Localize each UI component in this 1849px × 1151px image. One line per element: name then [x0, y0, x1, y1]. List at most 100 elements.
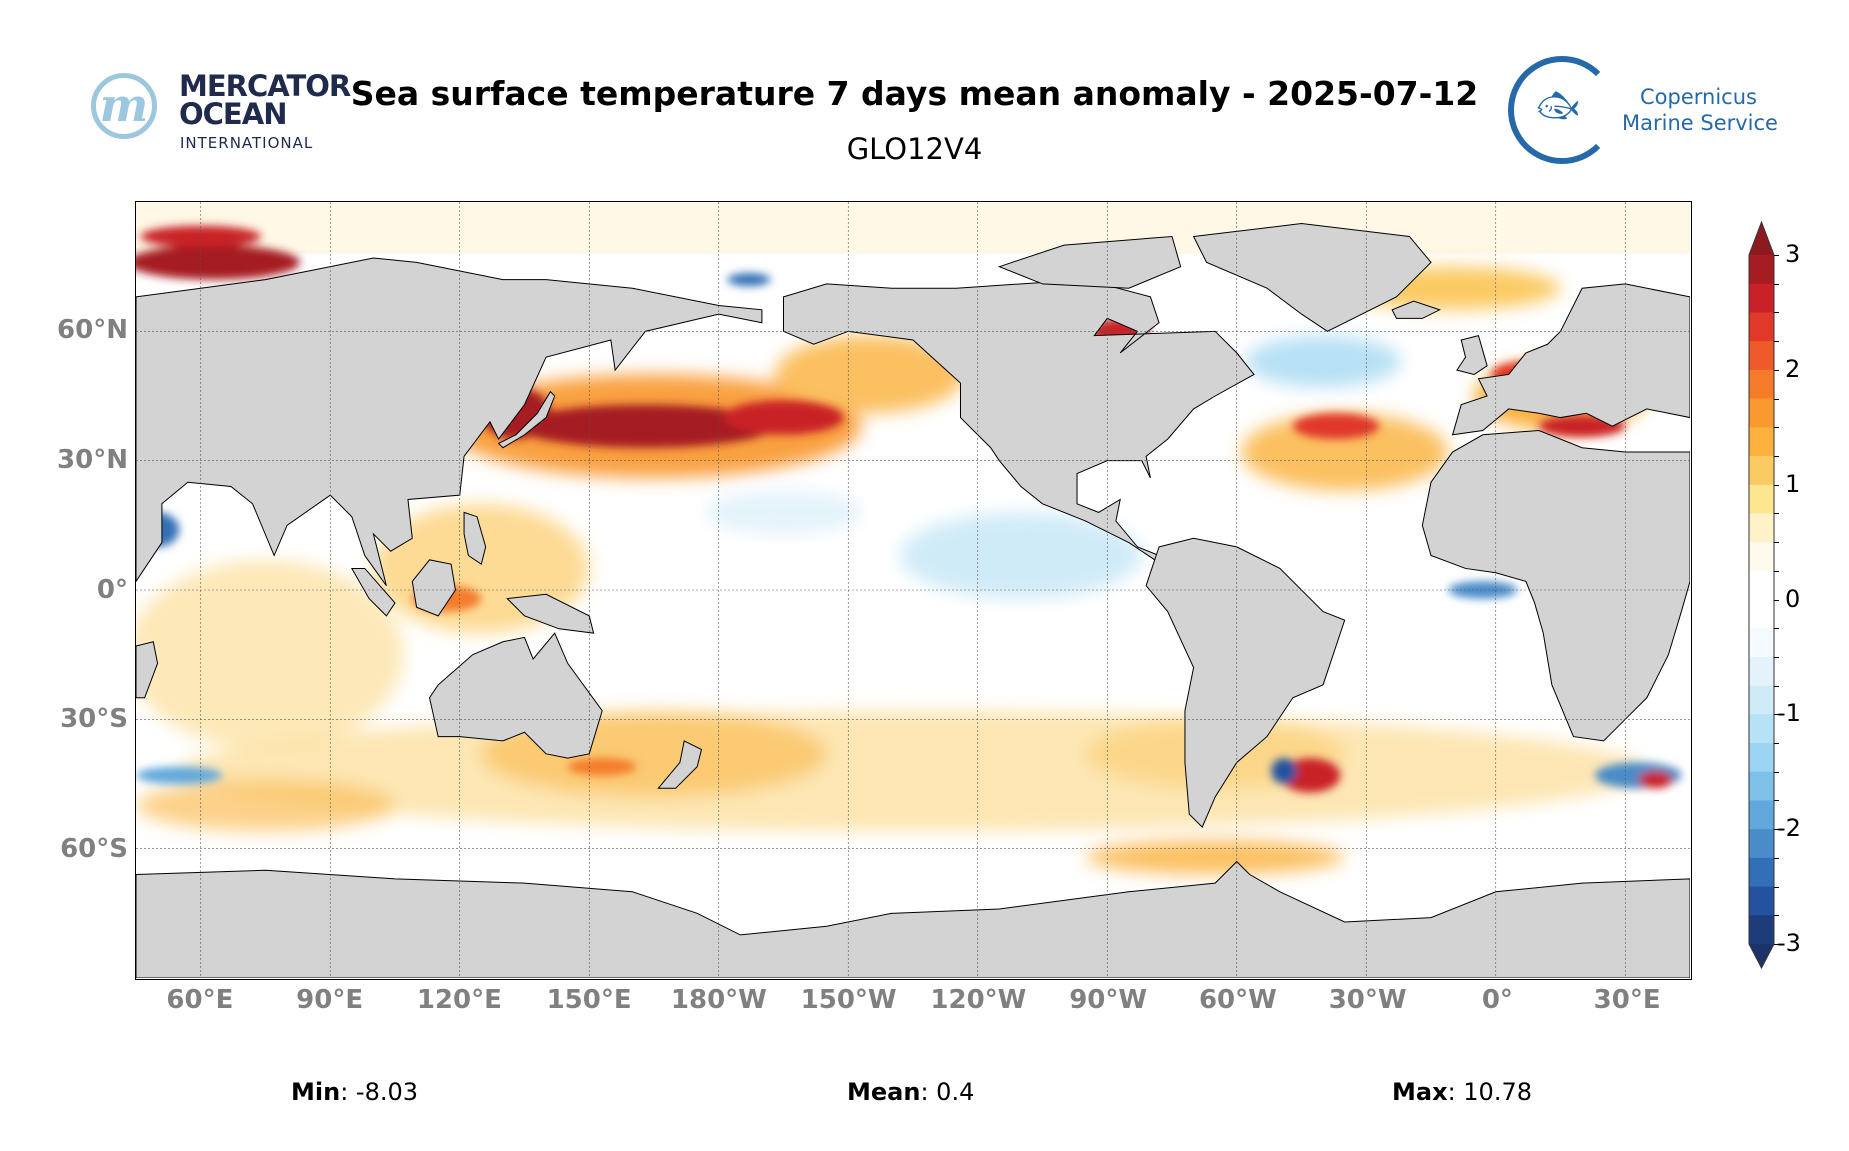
colorbar-minor-tick — [1774, 427, 1779, 429]
copernicus-logo-arc — [1508, 56, 1616, 164]
colorbar-minor-tick — [1774, 944, 1779, 945]
colorbar-band — [1749, 513, 1774, 543]
colorbar-minor-tick — [1774, 283, 1779, 285]
colorbar-band — [1749, 255, 1774, 285]
lat-label: 30°S — [60, 704, 128, 735]
colorbar-minor-tick — [1774, 743, 1779, 745]
land-britain — [1457, 336, 1487, 375]
land-new-guinea — [507, 594, 593, 633]
land-canadian-archipelago — [999, 236, 1180, 288]
page-subtitle: GLO12V4 — [846, 132, 983, 166]
colorbar-minor-tick — [1774, 714, 1779, 716]
copernicus-logo-text-2: Marine Service — [1622, 111, 1778, 135]
colorbar-minor-tick — [1774, 829, 1779, 831]
lon-label: 60°E — [166, 985, 234, 1015]
colorbar-band — [1749, 427, 1774, 457]
colorbar-minor-tick — [1774, 484, 1779, 486]
land — [136, 224, 1690, 978]
land-madagascar-w — [136, 642, 158, 698]
colorbar-band — [1749, 312, 1774, 342]
colorbar-label: -2 — [1777, 814, 1801, 843]
stat-mean-value: : 0.4 — [920, 1078, 975, 1106]
colorbar-label: 1 — [1785, 469, 1801, 498]
land-new-zealand — [658, 741, 701, 788]
colorbar-band — [1749, 800, 1774, 830]
land-philippines — [464, 512, 486, 564]
colorbar-band — [1749, 743, 1774, 773]
colorbar-minor-tick — [1774, 771, 1779, 773]
colorbar-extend-max — [1749, 222, 1774, 255]
stat-max-label: Max — [1392, 1078, 1448, 1106]
lon-label: 30°E — [1593, 985, 1661, 1015]
colorbar-minor-tick — [1774, 857, 1779, 859]
colorbar-minor-tick — [1774, 455, 1779, 457]
colorbar-band — [1749, 685, 1774, 715]
colorbar-band — [1749, 915, 1774, 945]
lon-label: 180°W — [670, 985, 767, 1015]
colorbar-label: 0 — [1785, 584, 1801, 613]
mercator-logo-mark: m — [91, 73, 157, 139]
stat-max-value: : 10.78 — [1447, 1078, 1532, 1106]
colorbar-band — [1749, 714, 1774, 744]
colorbar-minor-tick — [1774, 915, 1779, 917]
mercator-logo-text-3: INTERNATIONAL — [180, 134, 314, 152]
colorbar-minor-tick — [1774, 398, 1779, 400]
colorbar-minor-tick — [1774, 628, 1779, 630]
anomaly-field — [136, 202, 1690, 875]
sst-anomaly-map — [135, 201, 1692, 980]
lon-label: 150°W — [800, 985, 897, 1015]
colorbar-minor-tick — [1774, 685, 1779, 687]
lon-label: 0° — [1481, 985, 1513, 1015]
colorbar-graphic — [1748, 221, 1775, 970]
colorbar-band — [1749, 857, 1774, 888]
colorbar-band — [1749, 369, 1774, 400]
lon-label: 30°W — [1328, 985, 1407, 1015]
colorbar-label: -3 — [1777, 929, 1801, 957]
lon-label: 90°E — [296, 985, 364, 1015]
colorbar-label: -1 — [1777, 699, 1801, 728]
mercator-logo-text-1: MERCATOR — [179, 69, 351, 103]
lon-label: 120°E — [416, 985, 502, 1015]
land-north-america — [784, 280, 1255, 560]
graticule — [136, 202, 1690, 978]
colorbar-minor-tick — [1774, 886, 1779, 888]
land-sumatra — [352, 568, 395, 615]
stat-min-label: Min — [291, 1078, 341, 1106]
stat-min: Min: -8.03 — [291, 1078, 418, 1106]
map-canvas — [136, 202, 1690, 978]
stat-max: Max: 10.78 — [1392, 1078, 1532, 1106]
mercator-logo-text-2: OCEAN — [179, 97, 287, 131]
colorbar-band — [1749, 570, 1774, 600]
copernicus-logo-text-1: Copernicus — [1640, 85, 1757, 109]
colorbar-minor-tick — [1774, 542, 1779, 544]
colorbar-label: 2 — [1785, 354, 1801, 383]
colorbar-band — [1749, 283, 1774, 313]
land-asia — [136, 258, 762, 586]
colorbar-band — [1749, 771, 1774, 801]
colorbar-band — [1749, 398, 1774, 428]
lat-label: 60°N — [57, 314, 128, 345]
colorbar-band — [1749, 656, 1774, 687]
colorbar-band — [1749, 455, 1774, 486]
lon-label: 150°E — [546, 985, 632, 1015]
land-europe — [1453, 284, 1690, 435]
stat-mean-label: Mean — [847, 1078, 921, 1106]
lat-label: 30°N — [57, 444, 128, 475]
lat-label: 60°S — [60, 834, 128, 865]
colorbar-minor-tick — [1774, 656, 1779, 658]
lat-label: 0° — [96, 574, 128, 605]
colorbar-label: 3 — [1785, 240, 1801, 268]
colorbar-minor-tick — [1774, 255, 1779, 256]
lon-label: 60°W — [1198, 985, 1277, 1015]
land-japan — [499, 392, 555, 448]
land-iceland — [1392, 301, 1439, 318]
colorbar-minor-tick — [1774, 312, 1779, 314]
colorbar-extend-min — [1749, 944, 1774, 968]
stat-min-value: : -8.03 — [340, 1078, 419, 1106]
colorbar-band — [1749, 484, 1774, 514]
land-antarctica — [136, 862, 1690, 978]
page-title: Sea surface temperature 7 days mean anom… — [350, 74, 1479, 113]
colorbar-band — [1749, 599, 1774, 629]
land-africa — [1422, 430, 1690, 740]
colorbar-band — [1749, 886, 1774, 916]
